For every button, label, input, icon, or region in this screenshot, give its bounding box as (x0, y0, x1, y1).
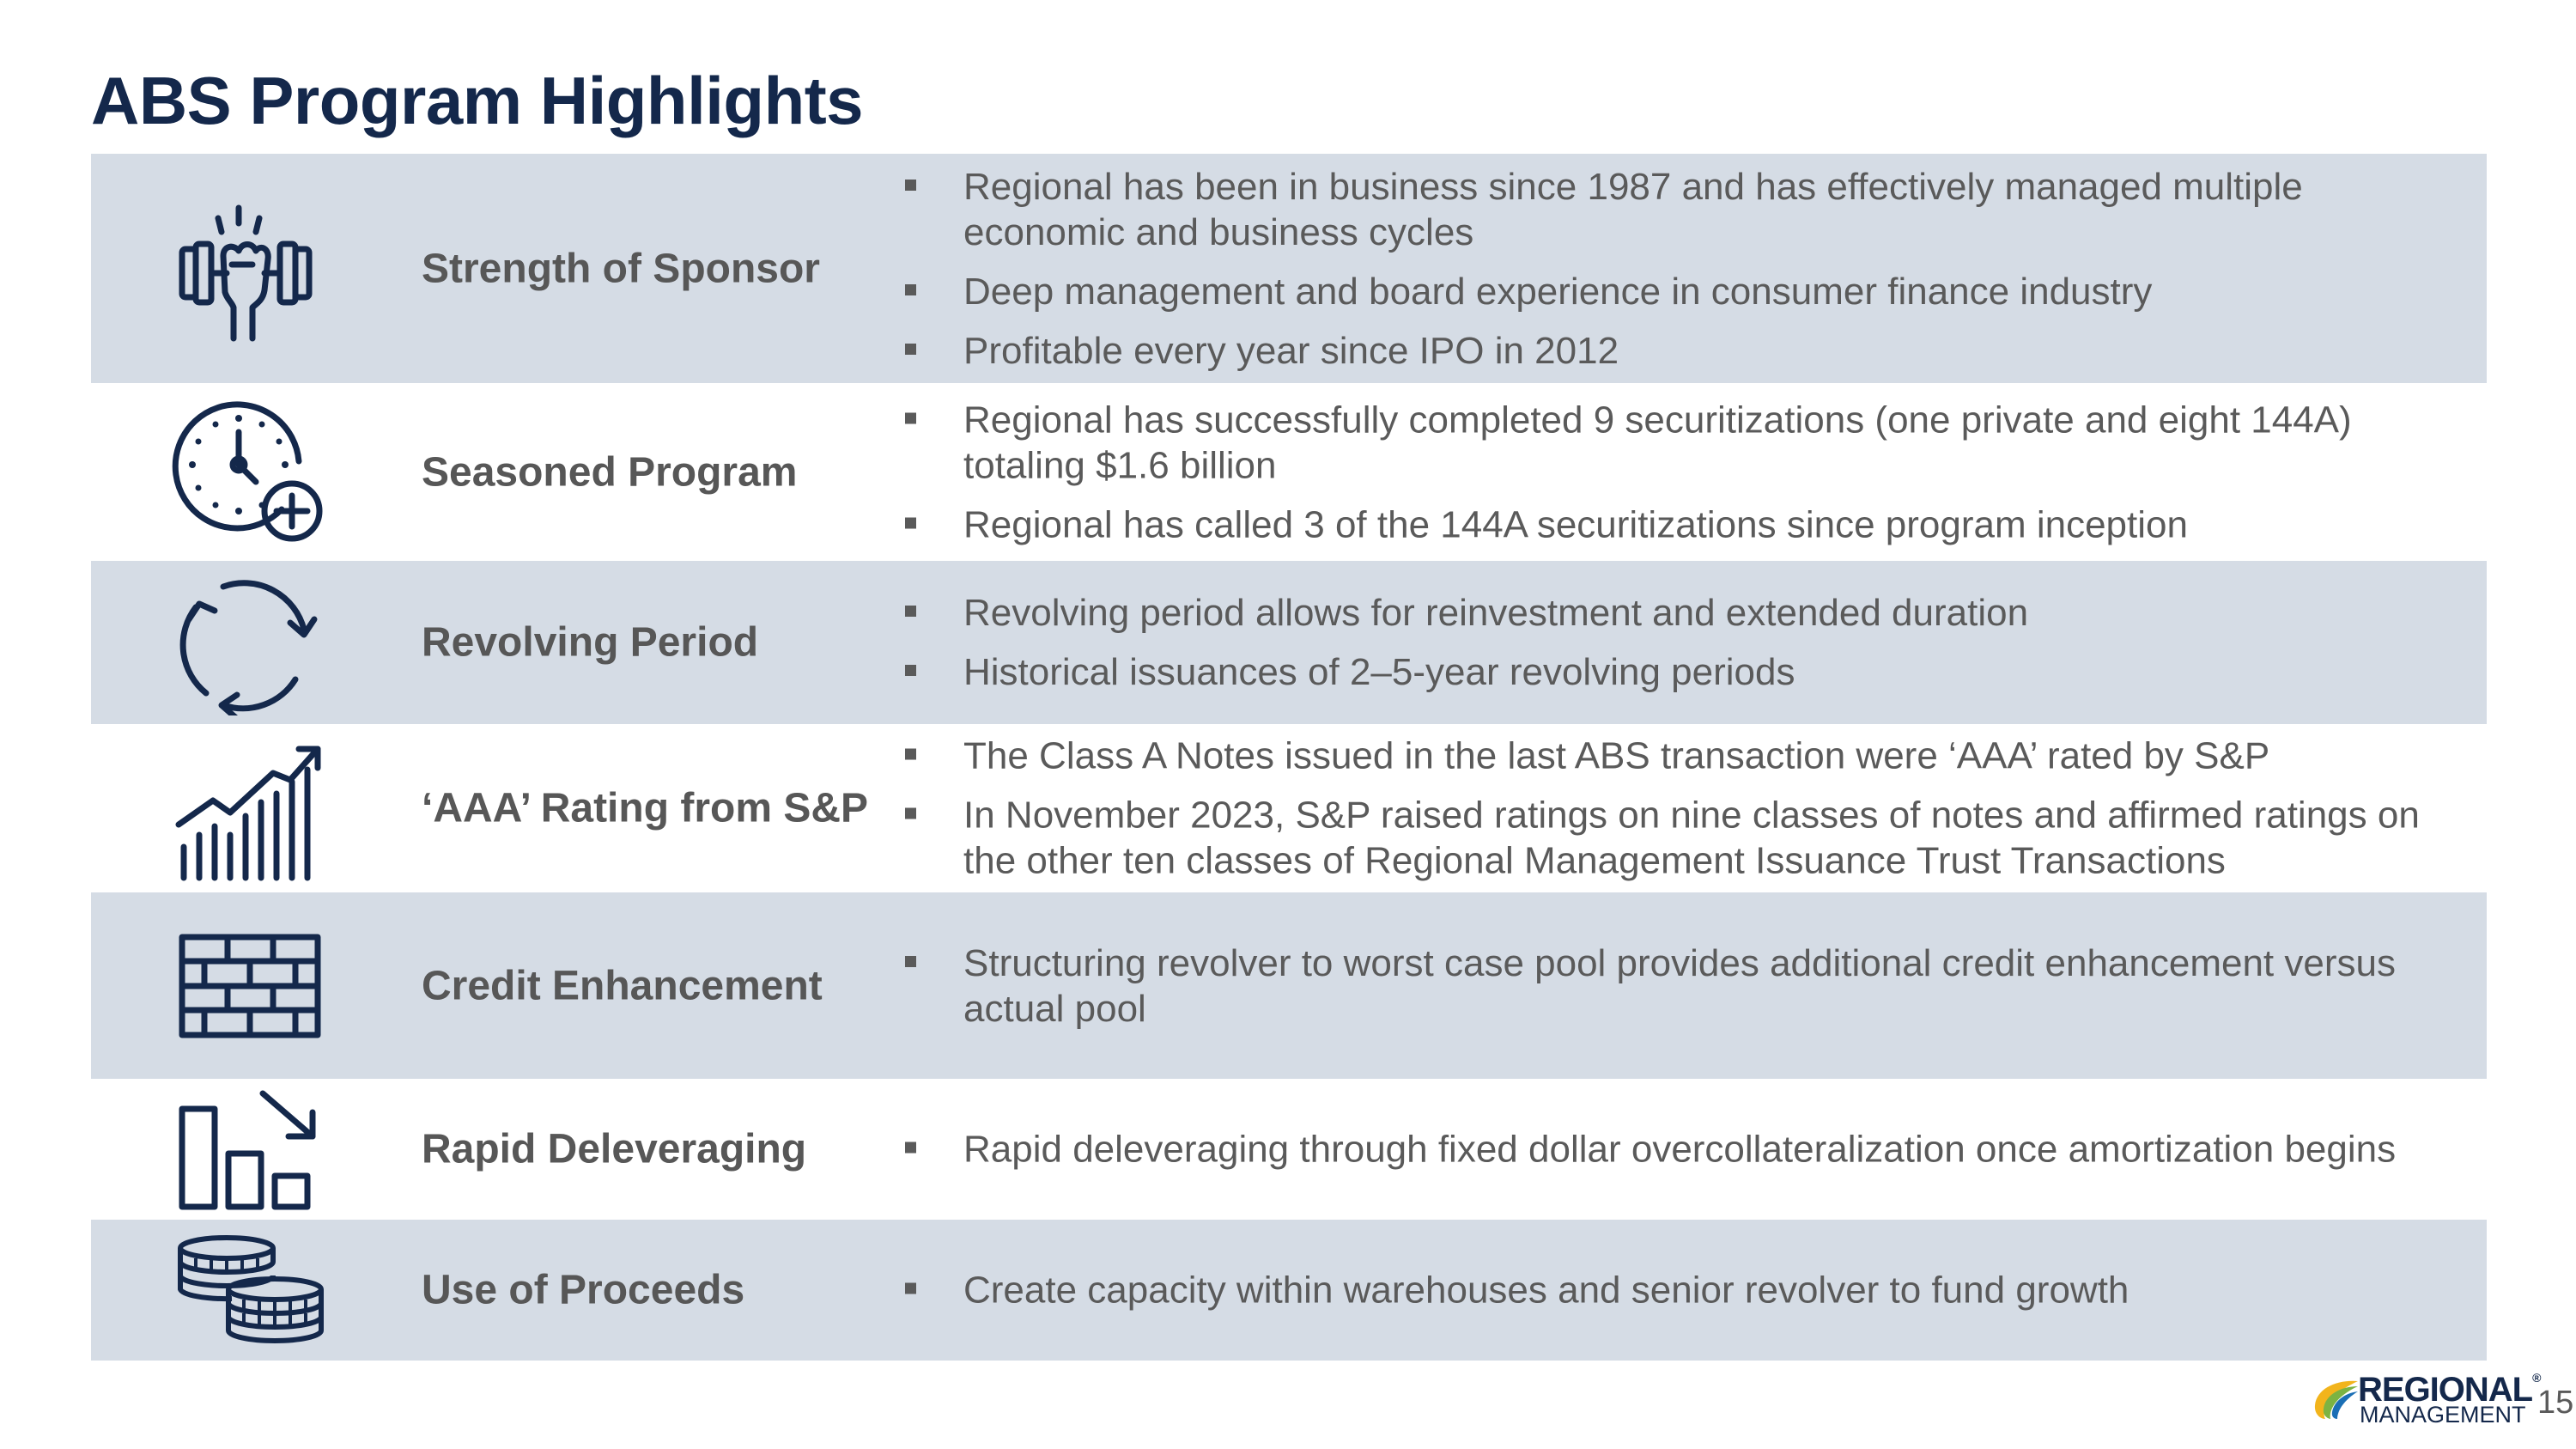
bullet-square-icon (905, 807, 916, 819)
row-label: Rapid Deleveraging (422, 1126, 807, 1172)
highlight-row-credit-enhancement: Credit Enhancement Structuring revolver … (91, 892, 2487, 1079)
bullet-item: Regional has successfully completed 9 se… (893, 397, 2435, 488)
bullet-square-icon (905, 606, 916, 617)
bullet-item: Regional has called 3 of the 144A securi… (893, 502, 2435, 547)
bullet-item: Regional has been in business since 1987… (893, 164, 2435, 255)
bullet-item: Deep management and board experience in … (893, 269, 2435, 314)
highlight-row-use-of-proceeds: Use of Proceeds Create capacity within w… (91, 1220, 2487, 1361)
bullet-square-icon (905, 665, 916, 676)
regional-management-logo: REGIONAL® MANAGEMENT (2312, 1371, 2541, 1428)
logo-text-regional: REGIONAL® (2358, 1371, 2541, 1409)
bullet-list: Rapid deleveraging through fixed dollar … (893, 1127, 2435, 1172)
page-number: 15 (2537, 1385, 2574, 1421)
bullet-square-icon (905, 412, 916, 423)
bullet-square-icon (905, 1142, 916, 1154)
row-label: ‘AAA’ Rating from S&P (422, 785, 869, 831)
bullet-square-icon (905, 955, 916, 967)
highlight-row-rapid-deleveraging: Rapid Deleveraging Rapid deleveraging th… (91, 1079, 2487, 1220)
bullet-list: The Class A Notes issued in the last ABS… (893, 734, 2435, 884)
strength-dumbbell-icon (170, 196, 330, 342)
row-label: Use of Proceeds (422, 1267, 745, 1313)
row-label: Revolving Period (422, 619, 759, 666)
refresh-cycle-icon (170, 569, 330, 715)
bullet-item: Profitable every year since IPO in 2012 (893, 328, 2435, 374)
bullet-item: Create capacity within warehouses and se… (893, 1268, 2435, 1313)
bullet-item: Rapid deleveraging through fixed dollar … (893, 1127, 2435, 1172)
clock-plus-icon (170, 399, 330, 545)
coin-stacks-icon (170, 1217, 330, 1363)
growth-chart-icon (170, 735, 330, 881)
highlights-table: Strength of Sponsor Regional has been in… (91, 154, 2487, 1361)
bullet-list: Create capacity within warehouses and se… (893, 1268, 2435, 1313)
page-title: ABS Program Highlights (91, 63, 864, 138)
row-label: Seasoned Program (422, 449, 798, 495)
highlight-row-aaa-rating: ‘AAA’ Rating from S&P The Class A Notes … (91, 724, 2487, 892)
highlight-row-strength-of-sponsor: Strength of Sponsor Regional has been in… (91, 154, 2487, 383)
bullet-square-icon (905, 179, 916, 191)
brick-wall-icon (170, 913, 330, 1059)
bullet-square-icon (905, 517, 916, 528)
bullet-square-icon (905, 1282, 916, 1294)
bullet-item: The Class A Notes issued in the last ABS… (893, 734, 2435, 779)
bullet-item: In November 2023, S&P raised ratings on … (893, 793, 2435, 884)
declining-bars-icon (170, 1076, 330, 1222)
bullet-list: Revolving period allows for reinvestment… (893, 590, 2435, 695)
bullet-item: Structuring revolver to worst case pool … (893, 941, 2435, 1032)
bullet-item: Historical issuances of 2–5-year revolvi… (893, 649, 2435, 695)
highlight-row-revolving-period: Revolving Period Revolving period allows… (91, 561, 2487, 724)
bullet-list: Regional has successfully completed 9 se… (893, 397, 2435, 547)
bullet-item: Revolving period allows for reinvestment… (893, 590, 2435, 636)
bullet-square-icon (905, 748, 916, 760)
row-label: Strength of Sponsor (422, 246, 820, 291)
logo-swoosh-icon (2314, 1380, 2358, 1419)
row-label: Credit Enhancement (422, 963, 823, 1008)
bullet-list: Structuring revolver to worst case pool … (893, 941, 2435, 1032)
highlight-row-seasoned-program: Seasoned Program Regional has successful… (91, 383, 2487, 561)
bullet-square-icon (905, 343, 916, 355)
bullet-list: Regional has been in business since 1987… (893, 164, 2435, 374)
logo-text-management: MANAGEMENT (2360, 1402, 2526, 1428)
bullet-square-icon (905, 283, 916, 295)
